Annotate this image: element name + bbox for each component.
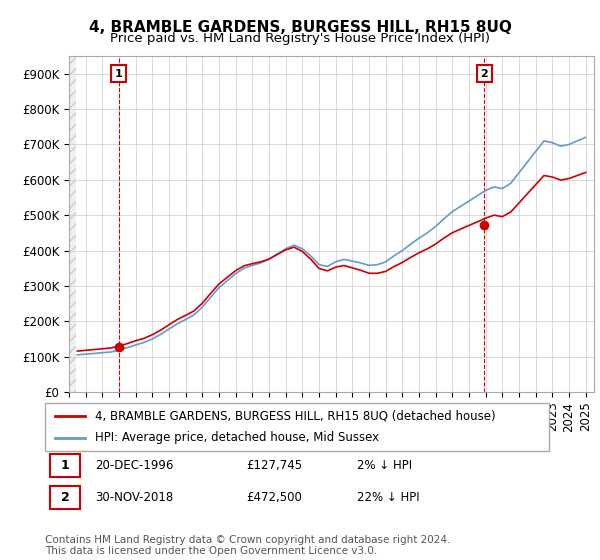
Text: 30-NOV-2018: 30-NOV-2018 xyxy=(95,491,173,504)
FancyBboxPatch shape xyxy=(45,403,549,451)
Text: 1: 1 xyxy=(61,459,70,472)
Bar xyxy=(69,56,76,392)
Text: HPI: Average price, detached house, Mid Sussex: HPI: Average price, detached house, Mid … xyxy=(95,431,380,445)
Text: 20-DEC-1996: 20-DEC-1996 xyxy=(95,459,174,472)
Text: 22% ↓ HPI: 22% ↓ HPI xyxy=(358,491,420,504)
Text: 2% ↓ HPI: 2% ↓ HPI xyxy=(358,459,413,472)
Text: 2: 2 xyxy=(481,69,488,79)
FancyBboxPatch shape xyxy=(50,454,80,477)
Text: Price paid vs. HM Land Registry's House Price Index (HPI): Price paid vs. HM Land Registry's House … xyxy=(110,32,490,45)
Text: £472,500: £472,500 xyxy=(247,491,302,504)
FancyBboxPatch shape xyxy=(50,486,80,508)
Text: 4, BRAMBLE GARDENS, BURGESS HILL, RH15 8UQ (detached house): 4, BRAMBLE GARDENS, BURGESS HILL, RH15 8… xyxy=(95,409,496,423)
Text: 4, BRAMBLE GARDENS, BURGESS HILL, RH15 8UQ: 4, BRAMBLE GARDENS, BURGESS HILL, RH15 8… xyxy=(89,20,511,35)
Text: Contains HM Land Registry data © Crown copyright and database right 2024.
This d: Contains HM Land Registry data © Crown c… xyxy=(45,535,451,557)
Text: 1: 1 xyxy=(115,69,122,79)
Text: 2: 2 xyxy=(61,491,70,504)
Text: £127,745: £127,745 xyxy=(247,459,303,472)
